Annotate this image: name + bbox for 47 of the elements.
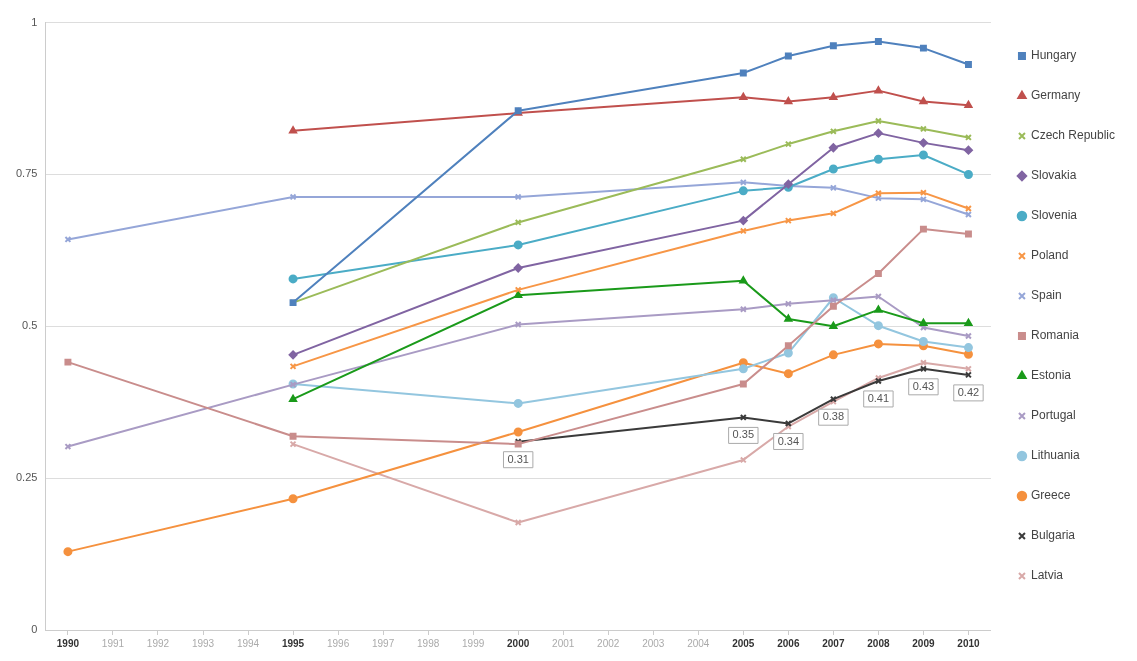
x-tick-label: 2001 [552,637,575,649]
legend-label: Spain [1030,288,1062,303]
data-label: 0.38 [822,410,845,423]
legend-label: Estonia [1030,368,1072,383]
x-tick-label: 1997 [371,637,395,649]
legend-label: Bulgaria [1030,528,1076,543]
y-tick-label: 1 [31,15,38,28]
x-tick-label: 1994 [236,637,260,649]
data-label: 0.35 [732,428,755,441]
legend-label: Slovenia [1030,208,1078,223]
y-tick-label: 0.5 [22,319,38,332]
x-tick-label: 1999 [462,637,485,649]
y-tick-label: 0.75 [15,167,38,180]
x-tick-label: 1996 [326,637,350,649]
legend-label: Poland [1030,248,1069,263]
x-tick-label: 2005 [732,637,755,649]
y-tick-label: 0 [31,623,38,636]
x-tick-label: 2004 [687,637,710,649]
x-tick-label: 2007 [822,637,845,649]
x-tick-label: 2008 [867,637,890,649]
legend-label: Slovakia [1030,168,1077,183]
x-tick-label: 1993 [191,637,215,649]
x-tick-label: 1995 [281,637,305,649]
x-tick-label: 1998 [417,637,440,649]
legend-label: Czech Republic [1030,128,1116,143]
y-tick-label: 0.25 [15,471,38,484]
legend-label: Romania [1030,328,1080,343]
x-tick-label: 2002 [597,637,620,649]
x-tick-label: 2010 [957,637,981,649]
x-tick-label: 1992 [146,637,170,649]
x-tick-label: 2009 [912,637,935,649]
x-tick-label: 2006 [777,637,800,649]
legend-label: Portugal [1030,408,1076,423]
legend-label: Germany [1030,88,1081,103]
data-label: 0.42 [957,385,980,398]
data-label: 0.34 [777,434,800,447]
data-label: 0.43 [912,379,935,392]
legend-label: Hungary [1030,48,1077,63]
x-tick-label: 2000 [507,637,530,649]
data-label: 0.41 [867,392,890,404]
x-tick-label: 2003 [642,637,665,649]
data-label: 0.31 [507,452,529,465]
legend-label: Greece [1030,488,1071,503]
x-tick-label: 1990 [56,637,80,649]
legend-label: Lithuania [1030,448,1080,463]
x-tick-label: 1991 [101,637,125,649]
legend-label: Latvia [1030,568,1064,583]
